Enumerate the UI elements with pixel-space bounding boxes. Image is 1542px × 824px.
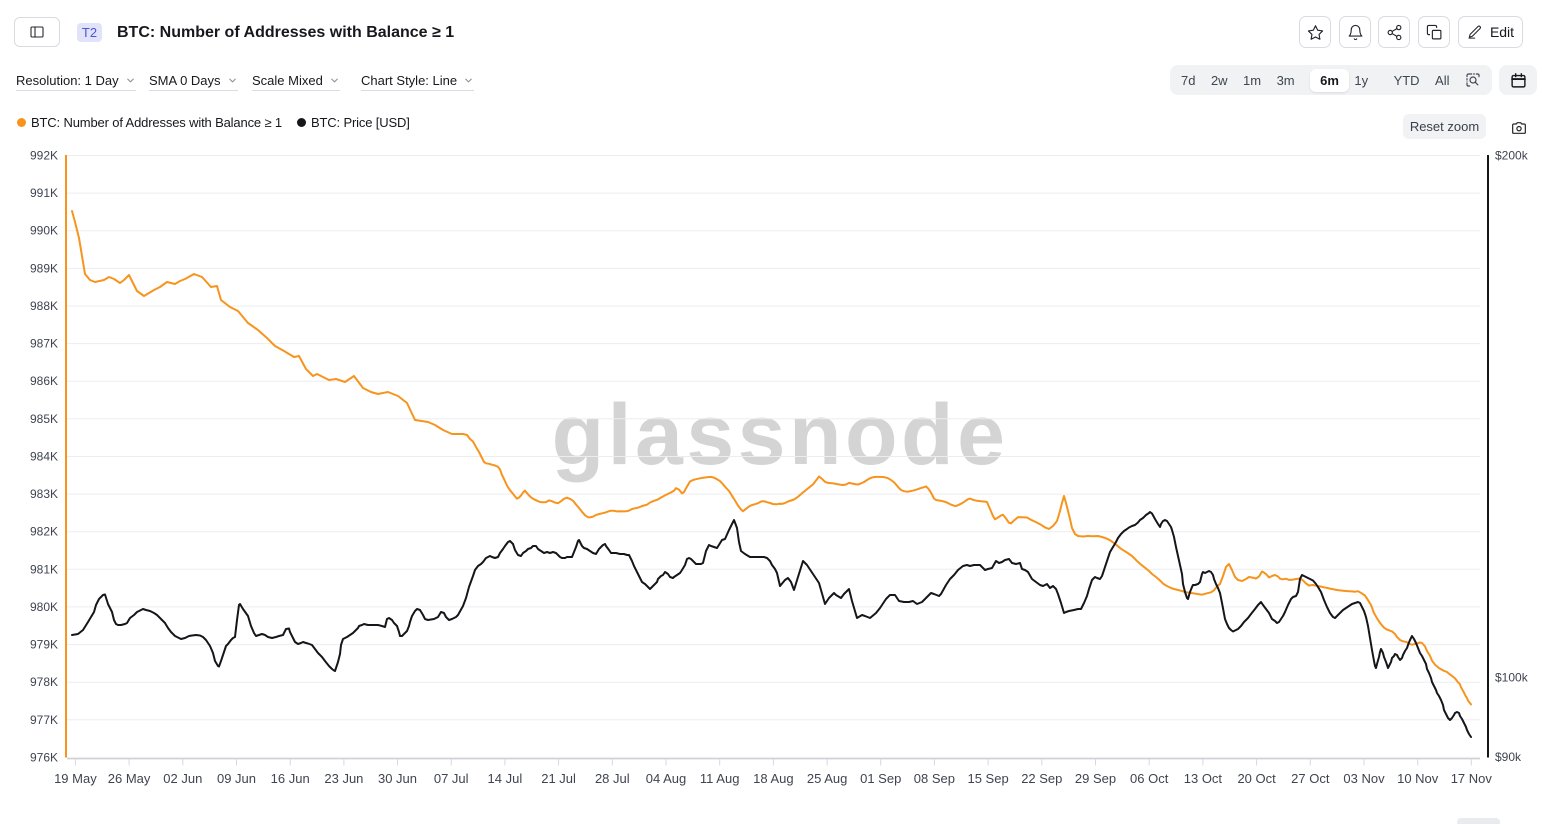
svg-text:$90k: $90k (1495, 750, 1522, 764)
svg-text:22 Sep: 22 Sep (1021, 771, 1062, 786)
svg-text:983K: 983K (30, 487, 58, 501)
svg-text:989K: 989K (30, 261, 58, 275)
svg-text:14 Jul: 14 Jul (488, 771, 523, 786)
svg-text:10 Nov: 10 Nov (1397, 771, 1439, 786)
svg-text:980K: 980K (30, 600, 58, 614)
svg-text:13 Oct: 13 Oct (1184, 771, 1223, 786)
svg-text:21 Jul: 21 Jul (541, 771, 576, 786)
svg-text:06 Oct: 06 Oct (1130, 771, 1169, 786)
svg-text:992K: 992K (30, 149, 58, 163)
svg-text:08 Sep: 08 Sep (914, 771, 955, 786)
svg-text:988K: 988K (30, 299, 58, 313)
svg-text:29 Sep: 29 Sep (1075, 771, 1116, 786)
svg-text:18 Aug: 18 Aug (753, 771, 794, 786)
svg-text:20 Oct: 20 Oct (1237, 771, 1276, 786)
svg-text:01 Sep: 01 Sep (860, 771, 901, 786)
svg-text:982K: 982K (30, 525, 58, 539)
svg-text:glassnode: glassnode (552, 387, 1009, 483)
svg-text:16 Jun: 16 Jun (271, 771, 310, 786)
svg-text:27 Oct: 27 Oct (1291, 771, 1330, 786)
svg-text:$100k: $100k (1495, 671, 1529, 685)
svg-text:987K: 987K (30, 337, 58, 351)
svg-text:981K: 981K (30, 562, 58, 576)
svg-text:985K: 985K (30, 412, 58, 426)
svg-text:11 Aug: 11 Aug (700, 771, 740, 786)
svg-text:04 Aug: 04 Aug (646, 771, 687, 786)
svg-text:03 Nov: 03 Nov (1343, 771, 1385, 786)
svg-text:976K: 976K (30, 750, 58, 764)
svg-text:25 Aug: 25 Aug (807, 771, 848, 786)
svg-text:979K: 979K (30, 638, 58, 652)
svg-text:978K: 978K (30, 675, 58, 689)
svg-text:991K: 991K (30, 186, 58, 200)
svg-text:977K: 977K (30, 713, 58, 727)
svg-text:28 Jul: 28 Jul (595, 771, 630, 786)
svg-text:984K: 984K (30, 450, 58, 464)
svg-text:07 Jul: 07 Jul (434, 771, 469, 786)
svg-text:986K: 986K (30, 374, 58, 388)
svg-text:02 Jun: 02 Jun (163, 771, 202, 786)
svg-text:17 Nov: 17 Nov (1451, 771, 1493, 786)
svg-text:09 Jun: 09 Jun (217, 771, 256, 786)
svg-text:15 Sep: 15 Sep (967, 771, 1008, 786)
svg-text:26 May: 26 May (108, 771, 151, 786)
svg-text:990K: 990K (30, 224, 58, 238)
svg-text:30 Jun: 30 Jun (378, 771, 417, 786)
svg-text:19 May: 19 May (54, 771, 97, 786)
svg-text:23 Jun: 23 Jun (324, 771, 363, 786)
svg-text:$200k: $200k (1495, 149, 1529, 163)
